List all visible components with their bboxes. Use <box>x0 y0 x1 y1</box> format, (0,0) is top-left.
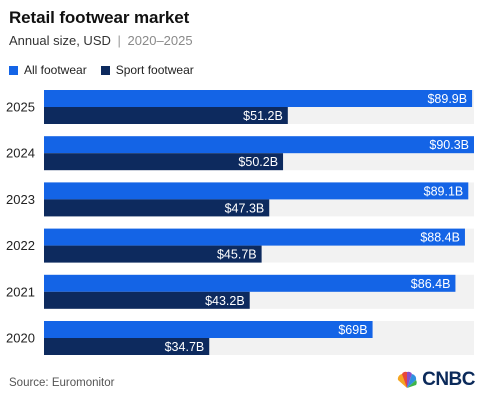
logo-wordmark: CNBC <box>422 369 475 390</box>
bar-chart: 2025 $89.9B $51.2B 2024 $90.3B $50.2B 2023 $89.… <box>6 90 474 355</box>
chart-legend: All footwear Sport footwear <box>9 63 208 77</box>
data-label-all-footwear-2023: $89.1B <box>424 184 464 198</box>
bar-sport-footwear-2021 <box>44 291 250 309</box>
bar-sport-footwear-2024 <box>44 153 284 171</box>
data-label-all-footwear-2025: $89.9B <box>427 92 467 106</box>
data-label-sport-footwear-2020: $34.7B <box>165 340 205 354</box>
y-tick-label-2024: 2024 <box>6 146 35 161</box>
bar-sport-footwear-2023 <box>44 199 270 217</box>
data-label-sport-footwear-2025: $51.2B <box>243 109 283 123</box>
bar-all-footwear-2020 <box>44 321 373 338</box>
data-label-all-footwear-2021: $86.4B <box>411 277 451 291</box>
legend-item-all-footwear: All footwear <box>9 63 87 77</box>
chart-title: Retail footwear market <box>9 8 190 27</box>
bar-sport-footwear-2022 <box>44 245 262 263</box>
source-note: Source: Euromonitor <box>9 377 115 389</box>
y-tick-label-2023: 2023 <box>6 192 35 207</box>
bar-all-footwear-2024 <box>44 136 474 154</box>
y-tick-label-2021: 2021 <box>6 284 35 299</box>
data-label-all-footwear-2020: $69B <box>338 323 367 337</box>
legend-swatch-sport-footwear <box>100 65 110 75</box>
data-label-all-footwear-2024: $90.3B <box>429 138 469 152</box>
legend-label-sport-footwear: Sport footwear <box>115 63 194 77</box>
y-tick-label-2022: 2022 <box>6 238 35 253</box>
bar-sport-footwear-2025 <box>44 107 288 124</box>
subtitle-separator: | <box>117 33 121 48</box>
data-label-sport-footwear-2023: $47.3B <box>225 201 265 215</box>
data-label-sport-footwear-2024: $50.2B <box>238 155 278 169</box>
bar-sport-footwear-2020 <box>44 338 210 355</box>
cnbc-logo: CNBC <box>396 369 475 391</box>
data-label-all-footwear-2022: $88.4B <box>420 231 460 245</box>
legend-swatch-all-footwear <box>9 65 18 75</box>
peacock-icon <box>397 371 417 388</box>
legend-item-sport-footwear: Sport footwear <box>100 63 194 77</box>
y-tick-label-2020: 2020 <box>6 331 35 346</box>
chart-subtitle: Annual size, USD | 2020–2025 <box>9 33 193 48</box>
bar-all-footwear-2021 <box>44 274 456 292</box>
subtitle-range: 2020–2025 <box>127 33 193 48</box>
data-label-sport-footwear-2022: $45.7B <box>217 248 257 262</box>
bar-all-footwear-2025 <box>44 90 473 107</box>
y-tick-label-2025: 2025 <box>6 100 35 115</box>
legend-label-all-footwear: All footwear <box>24 63 87 77</box>
bar-all-footwear-2023 <box>44 182 469 200</box>
data-label-sport-footwear-2021: $43.2B <box>205 294 245 308</box>
bar-all-footwear-2022 <box>44 228 465 246</box>
subtitle-text: Annual size, USD <box>9 33 111 48</box>
